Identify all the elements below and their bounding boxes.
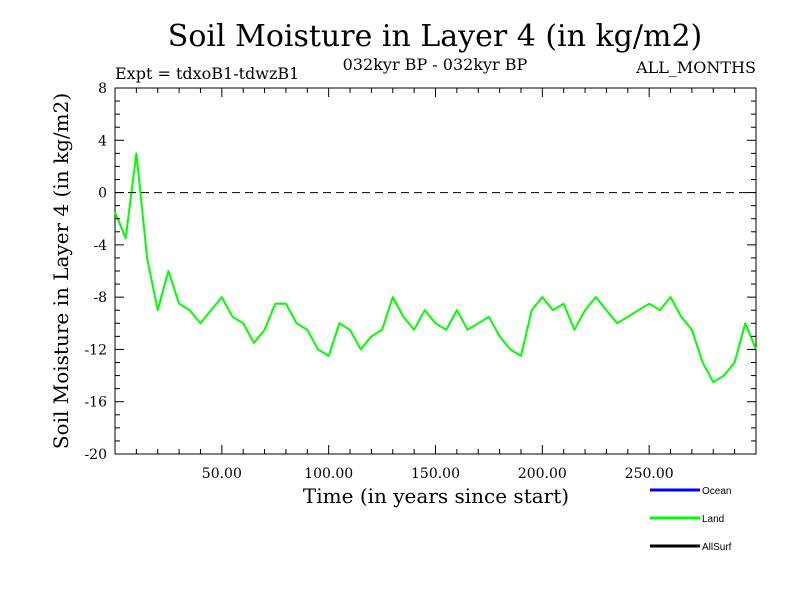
x-tick-label: 250.00 [625,466,674,482]
legend-label-land: Land [702,514,724,525]
y-tick-label: 0 [98,186,107,202]
series-line-land [114,152,757,384]
y-tick-label: 4 [98,133,107,149]
x-axis-label: Time (in years since start) [303,484,569,508]
x-tick-label: 100.00 [304,466,353,482]
y-axis: 8 4 0 -4 -8 -12 -16 -20 [84,81,756,463]
plot-frame [114,87,757,455]
y-axis-label: Soil Moisture in Layer 4 (in kg/m2) [49,93,73,449]
chart-subtitle-center: 032kyr BP - 032kyr BP [343,55,528,74]
y-tick-label: -16 [84,395,107,411]
legend-label-allsurf: AllSurf [702,542,732,553]
y-tick-label: 8 [98,81,107,97]
x-tick-label: 50.00 [202,466,242,482]
y-tick-label: -4 [93,238,107,254]
legend-label-ocean: Ocean [702,486,731,497]
chart-subtitle-left: Expt = tdxoB1-tdwzB1 [115,64,299,83]
y-tick-label: -8 [93,290,107,306]
chart-subtitle-right: ALL_MONTHS [635,58,756,77]
x-tick-label: 150.00 [411,466,460,482]
y-tick-label: -12 [84,342,107,358]
chart-title: Soil Moisture in Layer 4 (in kg/m2) [168,19,702,54]
x-axis: 50.00 100.00 150.00 200.00 250.00 [135,88,736,482]
y-tick-label: -20 [84,447,107,463]
plot-area [114,87,757,455]
x-tick-label: 200.00 [518,466,567,482]
legend: Ocean Land AllSurf [650,486,732,553]
